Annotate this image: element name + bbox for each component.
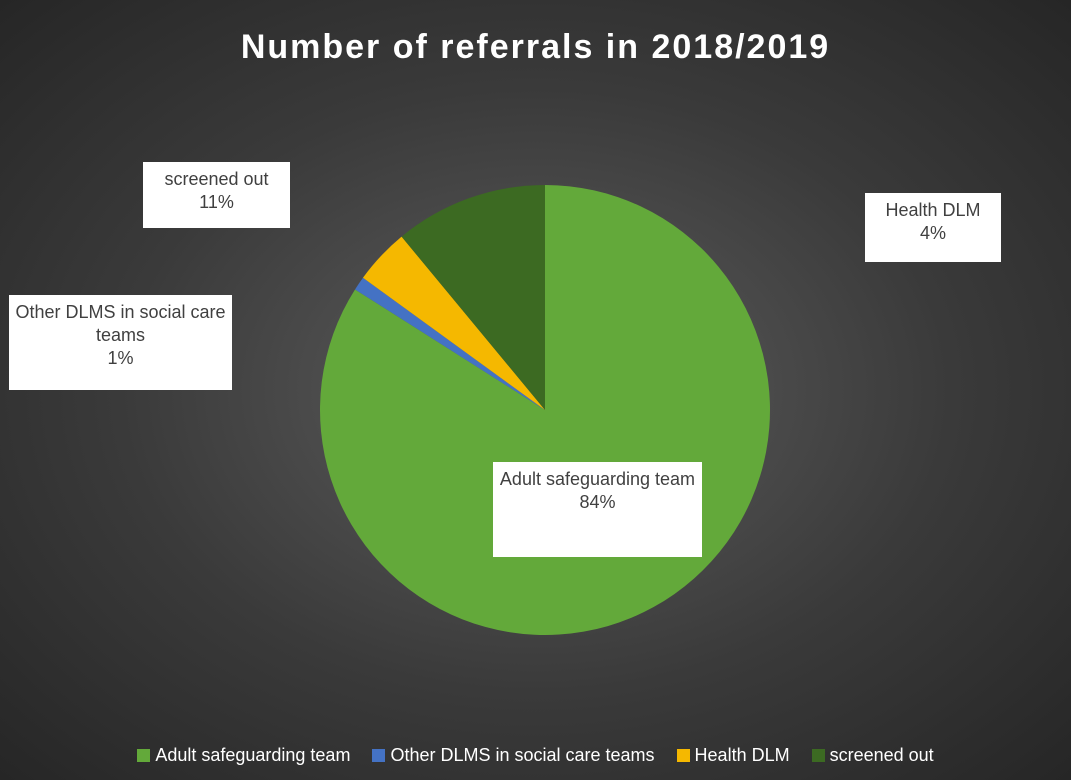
data-label-value: 11% [199, 192, 234, 212]
data-label-name: Other DLMS in social care teams [15, 302, 226, 345]
chart-title: Number of referrals in 2018/2019 [240, 28, 831, 66]
data-label: Health DLM 4% [865, 193, 1001, 262]
legend-swatch [676, 749, 690, 762]
legend-item: Health DLM [676, 745, 790, 766]
data-label-value: 4% [919, 223, 946, 243]
data-label: Other DLMS in social care teams 1% [9, 295, 232, 390]
pie-slice [355, 277, 545, 410]
legend-item: Other DLMS in social care teams [372, 745, 655, 766]
legend-item: Adult safeguarding team [137, 745, 350, 766]
data-label-value: 1% [107, 348, 134, 368]
data-label-name: screened out [164, 169, 269, 189]
legend-swatch [811, 749, 825, 762]
legend-swatch [372, 749, 386, 762]
pie-slice [401, 185, 545, 410]
legend-label: Other DLMS in social care teams [390, 745, 655, 765]
data-label-name: Adult safeguarding team [499, 469, 696, 489]
legend-swatch [137, 749, 151, 762]
data-label-value: 84% [579, 492, 616, 512]
data-label: Adult safeguarding team 84% [493, 462, 702, 557]
data-label-name: Health DLM [885, 200, 981, 220]
data-label: screened out 11% [143, 162, 290, 228]
legend-label: Health DLM [694, 745, 790, 765]
legend-label: screened out [829, 745, 934, 765]
pie-slice [362, 236, 545, 410]
legend: Adult safeguarding team Other DLMS in soc… [0, 745, 1071, 766]
legend-label: Adult safeguarding team [155, 745, 351, 765]
legend-item: screened out [811, 745, 934, 766]
